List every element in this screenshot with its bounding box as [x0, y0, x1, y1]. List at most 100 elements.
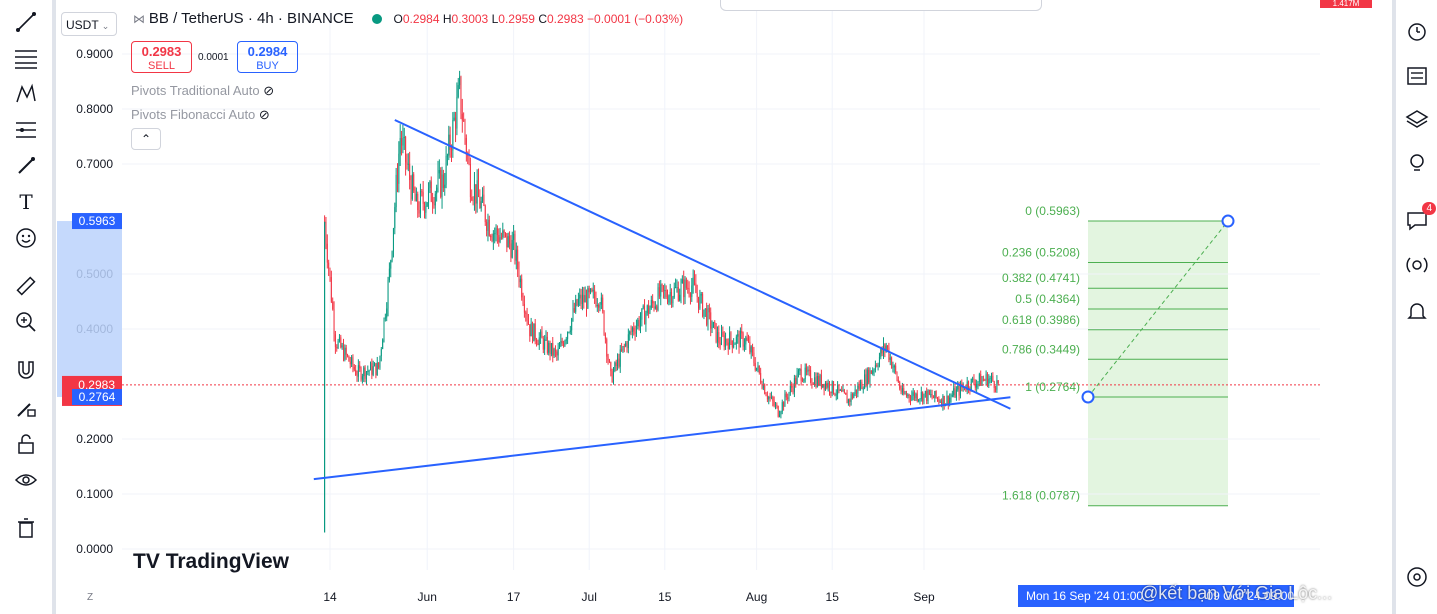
candle-body [455, 117, 457, 129]
candle-body [630, 331, 632, 333]
lock-drawing-pencil-icon[interactable] [8, 392, 44, 424]
candle-body [345, 347, 347, 355]
candle-body [753, 352, 755, 363]
change-value: −0.0001 (−0.03%) [587, 12, 684, 26]
candle-body [706, 308, 708, 325]
text-tool-icon[interactable]: T [19, 190, 33, 214]
candles [324, 70, 999, 533]
candle-body [885, 345, 887, 351]
candle-body [461, 113, 463, 121]
bell-icon[interactable] [1400, 294, 1434, 328]
x-tick-label: 15 [658, 590, 672, 604]
h-label: H [442, 12, 452, 26]
indicator-pivots-traditional[interactable]: Pivots Traditional Auto ⊘ [131, 83, 274, 99]
fib-handles[interactable] [1081, 214, 1235, 404]
currency-select[interactable]: USDT ⌄ [61, 12, 117, 36]
candle-body [873, 369, 875, 371]
candle-body [838, 385, 840, 391]
candle-body [407, 163, 409, 165]
trash-icon[interactable] [8, 512, 44, 544]
candle-body [386, 308, 388, 318]
symbol-logo-icon: ⋈ [133, 12, 145, 26]
candle-body [538, 337, 540, 346]
candle-body [498, 235, 500, 243]
fib-anchor-handle[interactable] [1081, 390, 1095, 404]
collapse-indicators-button[interactable]: ⌃ [131, 128, 161, 150]
candle-body [402, 138, 404, 146]
watchlist-icon[interactable] [1400, 58, 1434, 92]
candle-body [414, 190, 416, 202]
indicator-pivots-fibonacci[interactable]: Pivots Fibonacci Auto ⊘ [131, 107, 270, 123]
trendlines[interactable] [313, 119, 1011, 481]
candle-body [841, 389, 843, 392]
candle-body [810, 370, 812, 383]
chat-icon[interactable]: 4 [1400, 202, 1436, 238]
candle-body [937, 397, 938, 399]
candle-body [505, 232, 506, 234]
alarm-clock-icon[interactable] [1400, 14, 1434, 48]
candle-body [665, 290, 667, 298]
candle-body [587, 288, 589, 309]
candle-body [564, 340, 566, 346]
candle-body [822, 384, 824, 388]
candle-body [549, 342, 551, 355]
candle-body [529, 324, 531, 337]
emoji-tool-icon[interactable] [8, 222, 44, 254]
help-icon[interactable] [1400, 560, 1434, 594]
pattern-tool-icon[interactable] [8, 78, 44, 110]
candle-body [475, 184, 477, 204]
candle-body [580, 294, 582, 305]
candle-body [365, 371, 367, 379]
candle-body [973, 378, 975, 384]
l-value: 0.2959 [498, 12, 535, 26]
candle-body [830, 391, 832, 394]
candle-body [656, 306, 658, 310]
candle-body [446, 155, 448, 157]
candle-body [378, 362, 380, 368]
candle-body [449, 134, 451, 150]
prediction-tool-icon[interactable] [8, 114, 44, 146]
layers-icon[interactable] [1400, 102, 1434, 136]
eye-icon[interactable] [8, 464, 44, 496]
eye-hidden-icon[interactable]: ⊘ [263, 83, 275, 98]
candle-body [325, 222, 327, 244]
candle-body [708, 308, 710, 313]
timezone-button[interactable]: Z [86, 592, 94, 603]
zoom-in-icon[interactable] [8, 306, 44, 338]
trend-line-tool-icon[interactable] [8, 6, 44, 38]
candle-body [775, 404, 776, 406]
idea-bulb-icon[interactable] [1400, 146, 1434, 180]
candle-body [464, 121, 466, 138]
candle-body [770, 396, 772, 398]
candle-body [714, 322, 716, 324]
candle-body [920, 392, 922, 399]
candle-body [598, 305, 600, 308]
candle-body [506, 233, 508, 248]
x-tick-label: Sep [913, 590, 935, 604]
candle-body [568, 332, 570, 334]
candle-body [667, 297, 668, 303]
candle-body [401, 138, 403, 146]
candle-body [865, 374, 867, 386]
lock-icon[interactable] [8, 428, 44, 460]
candle-body [383, 318, 385, 340]
top-floating-toolbar[interactable] [720, 0, 1042, 11]
signal-icon[interactable] [1400, 248, 1434, 282]
sell-button[interactable]: 0.2983 SELL [131, 41, 192, 73]
candle-body [689, 294, 691, 297]
buy-button[interactable]: 0.2984 BUY [237, 41, 298, 73]
candle-body [633, 327, 635, 332]
candle-body [812, 383, 814, 385]
candle-body [884, 344, 886, 351]
fib-anchor-handle[interactable] [1221, 214, 1235, 228]
candle-body [895, 365, 897, 373]
brush-tool-icon[interactable] [8, 150, 44, 182]
fib-tool-icon[interactable] [8, 42, 44, 74]
eye-hidden-icon[interactable]: ⊘ [258, 107, 270, 122]
magnet-icon[interactable] [8, 354, 44, 386]
candle-body [878, 356, 880, 366]
candle-body [640, 319, 641, 328]
ruler-tool-icon[interactable] [8, 270, 44, 302]
symbol-pair[interactable]: BB / TetherUS · 4h · BINANCE [148, 10, 354, 27]
